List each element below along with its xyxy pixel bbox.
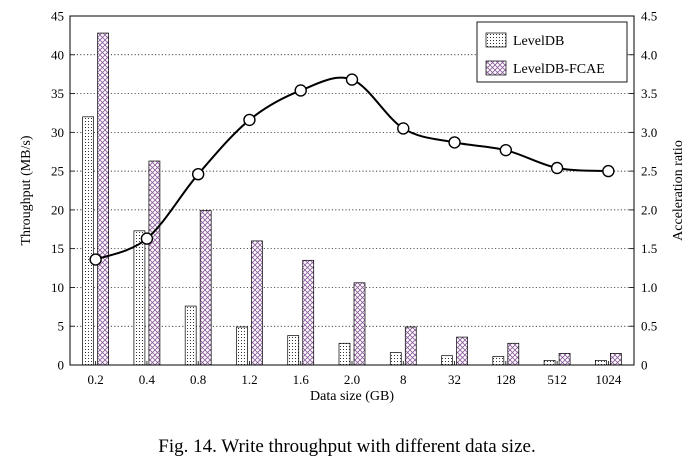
x-tick-label: 2.0 <box>344 372 360 387</box>
legend: LevelDB LevelDB-FCAE <box>476 21 628 83</box>
ratio-point <box>448 136 461 149</box>
left-tick-label: 30 <box>51 125 64 140</box>
right-tick-label: 3.5 <box>641 86 657 101</box>
bar-leveldb-fcae <box>302 259 315 366</box>
left-tick-label: 45 <box>51 9 64 24</box>
left-tick-label: 25 <box>51 164 64 179</box>
bar-leveldb <box>492 356 505 366</box>
right-tick-label: 1.0 <box>641 280 657 295</box>
bar-leveldb <box>595 359 607 366</box>
ratio-point <box>191 168 205 181</box>
figure-caption: Fig. 14. Write throughput with different… <box>158 436 536 457</box>
right-tick-label: 0.5 <box>641 319 657 334</box>
bar-leveldb-fcae <box>353 282 366 366</box>
left-tick-label: 35 <box>51 86 64 101</box>
ratio-point <box>294 84 307 97</box>
x-tick-label: 0.4 <box>139 372 156 387</box>
ratio-point <box>140 232 154 245</box>
x-axis-title: Data size (GB) <box>310 389 394 404</box>
bar-leveldb-fcae <box>558 353 571 366</box>
ratio-point <box>89 253 102 266</box>
bar-leveldb-fcae <box>507 342 520 366</box>
ratio-point <box>499 143 513 157</box>
x-tick-label: 32 <box>448 372 461 387</box>
bar-leveldb <box>184 305 197 366</box>
bar-leveldb <box>543 359 556 366</box>
left-tick-label: 0 <box>58 358 65 373</box>
bar-leveldb <box>441 355 453 366</box>
legend-label: LevelDB-FCAE <box>513 62 605 77</box>
y-axis-title: Throughput (MB/s) <box>19 135 34 245</box>
bar-leveldb-fcae <box>97 32 109 366</box>
ratio-point <box>550 161 564 175</box>
bar-leveldb <box>287 335 300 366</box>
ratio-curve <box>95 76 609 261</box>
x-tick-label: 1.6 <box>293 372 310 387</box>
left-tick-label: 40 <box>51 47 64 62</box>
bar-leveldb-fcae <box>148 160 161 366</box>
x-tick-label: 0.2 <box>88 372 104 387</box>
legend-swatch <box>485 32 507 48</box>
ratio-point <box>602 164 615 178</box>
right-tick-label: 1.5 <box>641 241 657 256</box>
bar-leveldb <box>389 352 402 366</box>
legend-swatch <box>485 60 507 76</box>
left-tick-label: 10 <box>51 280 64 295</box>
right-tick-label: 4.0 <box>641 47 657 62</box>
right-tick-label: 2.0 <box>641 202 657 217</box>
bar-leveldb-fcae <box>456 336 468 366</box>
ratio-point <box>243 113 256 127</box>
axis-labels: 0 5 10 15 20 25 30 35 40 45 0 0.5 1.0 1.5 2.0 2.5 3.0 3.5… <box>19 9 686 405</box>
bar-leveldb-fcae <box>199 210 212 366</box>
left-tick-label: 5 <box>58 319 65 334</box>
bar-leveldb-fcae <box>404 326 417 366</box>
left-tick-label: 15 <box>51 241 64 256</box>
bar-leveldb-fcae <box>610 353 622 366</box>
right-tick-label: 4.5 <box>641 9 657 24</box>
bar-leveldb <box>236 326 248 366</box>
y2-axis-title: Acceleration ratio <box>671 140 686 241</box>
bars <box>82 32 622 366</box>
axes <box>69 15 635 366</box>
x-tick-label: 1.2 <box>241 372 257 387</box>
x-tick-label: 1024 <box>595 372 622 387</box>
x-tick-label: 0.8 <box>190 372 206 387</box>
x-tick-label: 512 <box>547 372 567 387</box>
right-tick-label: 2.5 <box>641 164 657 179</box>
ratio-line <box>89 73 615 266</box>
ratio-point <box>345 73 359 86</box>
legend-label: LevelDB <box>513 34 564 49</box>
bar-leveldb <box>133 230 146 366</box>
bar-leveldb-fcae <box>251 240 263 366</box>
bar-leveldb <box>82 116 94 366</box>
right-tick-label: 3.0 <box>641 125 657 140</box>
bar-leveldb <box>338 342 351 366</box>
x-tick-label: 128 <box>496 372 516 387</box>
right-tick-label: 0 <box>641 358 648 373</box>
x-tick-label: 8 <box>400 372 407 387</box>
ratio-point <box>397 122 410 135</box>
left-tick-label: 20 <box>51 202 64 217</box>
